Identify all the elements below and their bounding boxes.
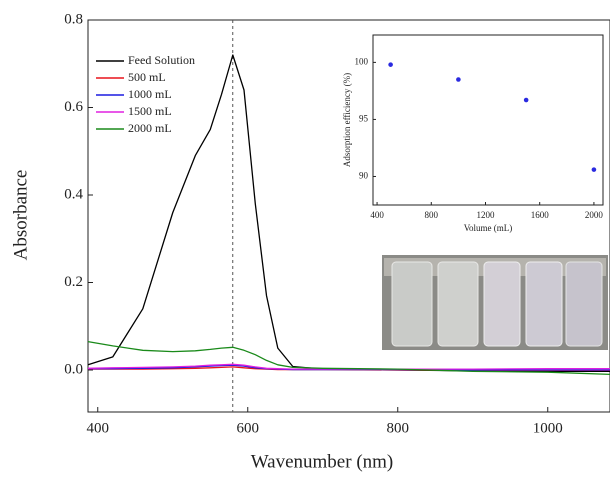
x-tick-label: 800 [387,420,410,436]
scatter-point [388,62,393,67]
x-axis-label: Wavenumber (nm) [251,451,394,472]
plot-frame [87,19,610,413]
y-tick-label: 0.4 [64,186,83,202]
legend-label: 1000 mL [128,87,172,101]
scatter-point [591,167,597,172]
y-axis-label: Absorbance [10,170,31,261]
x-tick-label: 800 [425,210,439,220]
plot-frame [372,34,604,206]
y-tick-label: 0.0 [64,361,83,377]
x-tick-label: 600 [237,420,260,436]
x-tick-label: 1600 [531,210,550,220]
y-tick-label: 100 [355,56,369,66]
x-axis-label: Volume (mL) [464,223,513,233]
vial-photo [382,255,608,350]
y-tick-label: 90 [359,171,369,181]
x-tick-label: 1000 [533,420,563,436]
x-tick-label: 1200 [476,210,495,220]
legend-label: 500 mL [128,70,166,84]
legend-label: 1500 mL [128,104,172,118]
y-tick-label: 95 [359,113,369,123]
y-tick-label: 0.2 [64,274,83,290]
scatter-point [523,97,529,103]
x-tick-label: 400 [370,210,384,220]
y-tick-label: 0.8 [64,11,83,27]
legend-label: 2000 mL [128,121,172,135]
legend-label: Feed Solution [128,53,195,67]
y-tick-label: 0.6 [64,99,83,115]
y-axis-label: Adsorption efficiency (%) [342,73,352,167]
x-tick-label: 400 [87,420,110,436]
series-line [87,340,610,376]
scatter-point [456,77,461,82]
x-tick-label: 2000 [585,210,604,220]
